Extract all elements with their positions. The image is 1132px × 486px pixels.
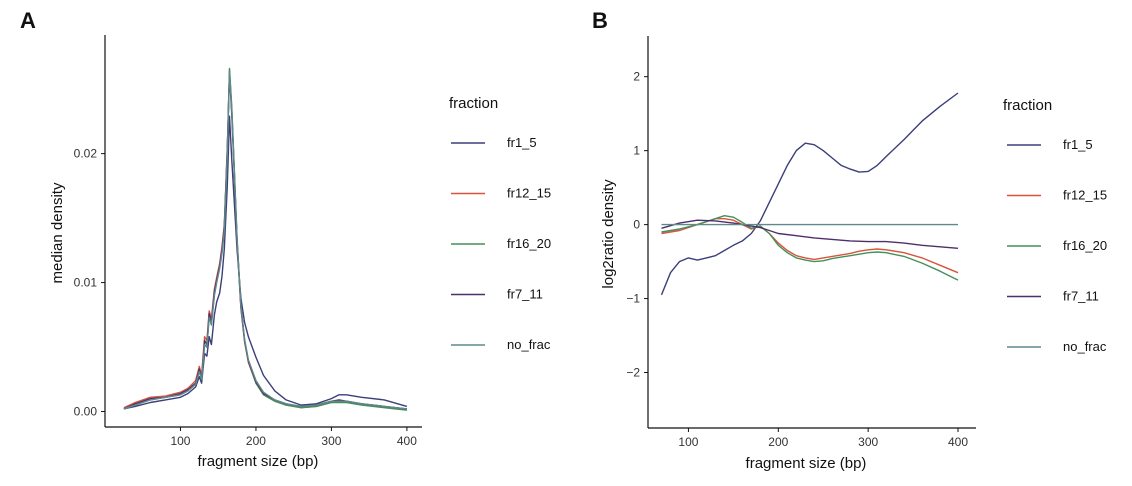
panel-a-series-fr16-20 [123,67,407,411]
panel-a-series-no-frac [123,70,407,410]
panel-a-legend-label: fr7_11 [507,287,543,302]
panel-b-x-axis-label: fragment size (bp) [746,455,867,472]
panel-b-y-tick-label: −2 [626,366,640,380]
panel-a-legend-title: fraction [449,95,498,112]
panel-b-legend-label: no_frac [1063,339,1107,354]
panel-a-y-tick-label: 0.01 [74,276,98,290]
panel-b-series-fr12-15 [661,218,959,274]
panel-a-ticks: 100 200 300 400 0.00 0.01 0.02 [74,147,418,448]
panel-a-legend-label: fr16_20 [507,236,551,251]
panel-a-series-fr7-11 [123,73,407,410]
panel-a-letter: A [20,8,36,33]
panel-b-y-tick-label: 1 [633,144,640,158]
panel-b-plot-area [660,92,959,296]
panel-a-x-tick-label: 300 [321,434,341,448]
panel-b-x-tick-label: 200 [768,435,788,449]
panel-a-x-tick-label: 200 [246,434,266,448]
panel-b-letter: B [592,8,608,33]
panel-a-legend-label: fr12_15 [507,186,551,201]
panel-b-legend-label: fr16_20 [1063,238,1107,253]
panel-a-series-fr1-5 [123,115,408,410]
panel-b-x-tick-label: 400 [948,435,968,449]
panel-a-series-fr12-15 [123,69,407,410]
panel-b-y-tick-label: 0 [633,218,640,232]
panel-a-x-tick-label: 400 [397,434,417,448]
panel-a-y-axis-label: median density [49,182,66,283]
panel-a-y-tick-label: 0.02 [74,147,98,161]
panel-b-series-fr1-5 [660,92,959,296]
panel-b-y-tick-label: 2 [633,70,640,84]
panel-b-series-fr7-11 [661,219,959,249]
panel-a-chart: 100 200 300 400 0.00 0.01 0.02 fragment size (… [49,35,551,470]
panel-b-legend: fraction fr1_5 fr12_15 fr16_20 fr7_11 no_fra… [1003,97,1107,354]
panel-b-chart: 100 200 300 400 −2 −1 0 1 2 fragment size (bp) l… [600,36,1107,472]
panel-b-legend-title: fraction [1003,97,1052,114]
panel-a-x-axis-label: fragment size (bp) [198,453,319,470]
panel-b-legend-label: fr1_5 [1063,137,1093,152]
panel-b-legend-label: fr7_11 [1063,289,1099,304]
panel-b-x-tick-label: 100 [678,435,698,449]
panel-b-series-fr16-20 [661,215,959,281]
panel-b-x-tick-label: 300 [858,435,878,449]
panel-a-y-tick-label: 0.00 [74,405,98,419]
panel-a-legend-label: no_frac [507,337,551,352]
panel-b-ticks: 100 200 300 400 −2 −1 0 1 2 [626,70,968,449]
panel-b-y-axis-label: log2ratio density [600,179,617,289]
panel-a-legend-label: fr1_5 [507,135,537,150]
panel-a-x-tick-label: 100 [170,434,190,448]
panel-b-legend-label: fr12_15 [1063,188,1107,203]
panel-b-y-tick-label: −1 [626,292,640,306]
panel-a-plot-area [123,67,408,411]
panel-a-legend: fraction fr1_5 fr12_15 fr16_20 fr7_11 no_fra… [449,95,551,352]
